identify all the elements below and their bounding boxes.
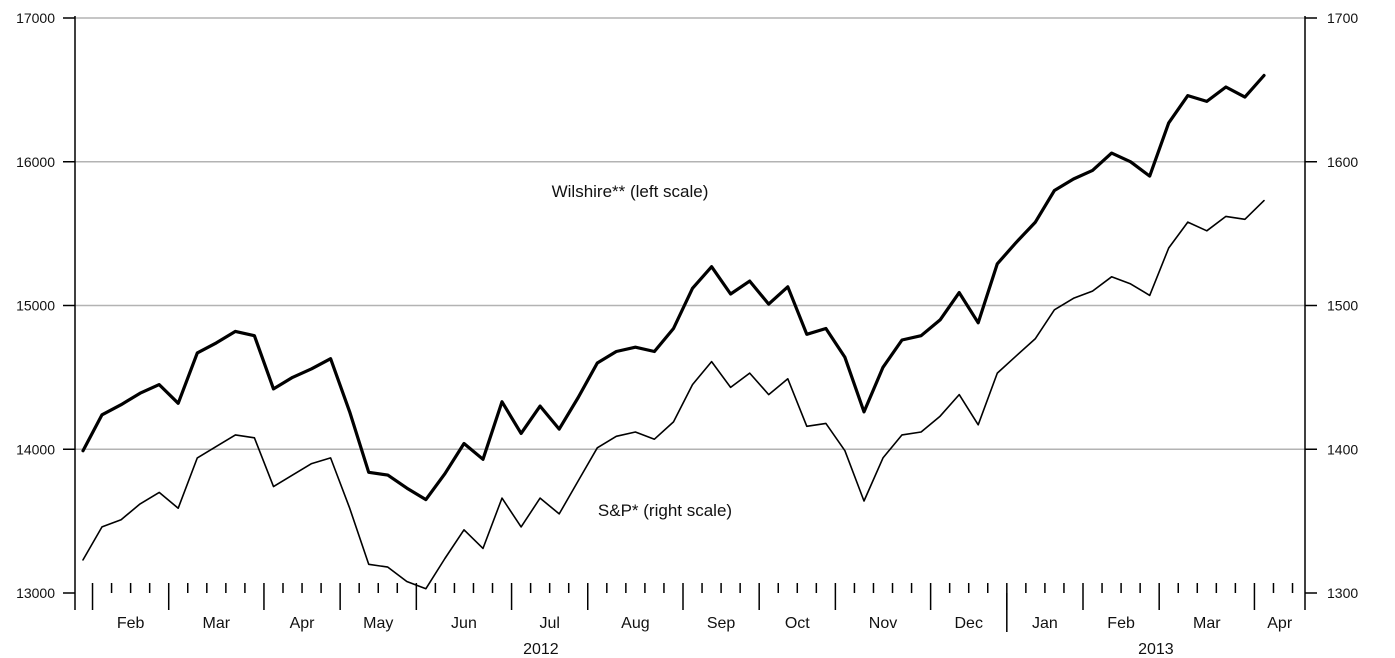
- axes: 13000 14000 15000 16000 17000 1300 1400 1500 160…: [16, 10, 1358, 658]
- grid-lines: [75, 17, 1305, 450]
- right-tick-label: 1400: [1327, 441, 1358, 457]
- month-label: Jun: [451, 615, 477, 632]
- month-label: Aug: [621, 615, 649, 632]
- right-tick-label: 1300: [1327, 585, 1358, 601]
- month-label: Oct: [785, 615, 810, 632]
- series-lines: [81, 73, 1266, 590]
- left-tick-label: 14000: [16, 441, 55, 457]
- left-tick-label: 13000: [16, 585, 55, 601]
- left-tick-label: 17000: [16, 10, 55, 26]
- month-label: Mar: [1193, 615, 1221, 632]
- year-label: 2013: [1138, 641, 1174, 658]
- month-label: Dec: [954, 615, 982, 632]
- sp-series-label: S&P* (right scale): [598, 501, 732, 520]
- left-tick-label: 16000: [16, 154, 55, 170]
- month-label: May: [363, 615, 393, 632]
- month-label: Jul: [539, 615, 559, 632]
- right-tick-label: 1500: [1327, 298, 1358, 314]
- sp-line: [82, 199, 1265, 590]
- left-tick-label: 15000: [16, 298, 55, 314]
- month-label: Sep: [707, 615, 736, 632]
- right-tick-label: 1600: [1327, 154, 1358, 170]
- month-label: Apr: [290, 615, 316, 632]
- month-label: Feb: [1107, 615, 1135, 632]
- right-tick-label: 1700: [1327, 10, 1358, 26]
- month-label: Apr: [1267, 615, 1293, 632]
- wilshire-line: [81, 73, 1266, 502]
- year-label: 2012: [523, 641, 559, 658]
- wilshire-series-label: Wilshire** (left scale): [552, 182, 709, 201]
- month-label: Feb: [117, 615, 145, 632]
- month-label: Jan: [1032, 615, 1058, 632]
- month-label: Mar: [203, 615, 231, 632]
- month-label: Nov: [869, 615, 897, 632]
